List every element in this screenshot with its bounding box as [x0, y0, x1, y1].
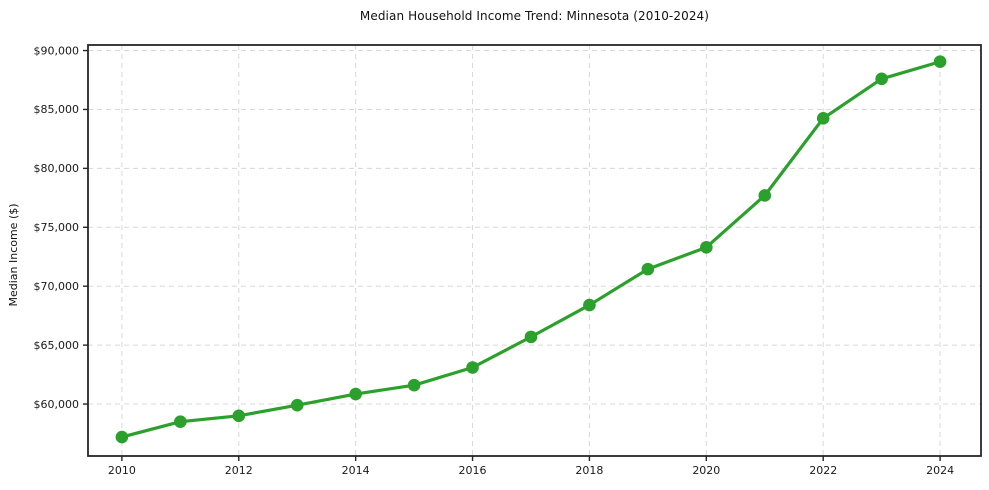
data-point-2019: [641, 262, 655, 276]
chart-title: Median Household Income Trend: Minnesota…: [359, 9, 710, 23]
data-point-2020: [700, 241, 713, 254]
x-tick-label: 2018: [575, 464, 603, 477]
axes-box: [87, 44, 982, 457]
data-point-2021: [758, 189, 772, 202]
y-tick-label: $75,000: [34, 221, 80, 234]
y-tick-label: $65,000: [34, 339, 80, 352]
y-tick-label: $60,000: [34, 398, 80, 411]
x-tick-label: 2024: [926, 464, 954, 477]
data-point-2014: [349, 387, 362, 401]
data-point-2013: [290, 398, 304, 412]
data-point-2015: [407, 378, 421, 392]
data-point-2017: [524, 330, 538, 344]
data-point-2010: [115, 430, 129, 444]
y-tick-label: $90,000: [34, 44, 80, 57]
data-point-2016: [466, 361, 479, 374]
data-point-2018: [583, 298, 596, 312]
data-point-2012: [232, 409, 246, 423]
x-tick-label: 2020: [692, 464, 720, 477]
data-point-2023: [875, 72, 888, 86]
y-tick-label: $80,000: [34, 162, 80, 175]
y-tick-label: $85,000: [34, 103, 80, 116]
data-point-2022: [816, 111, 830, 125]
data-point-2011: [174, 415, 187, 429]
y-axis-title-text: Median Income ($): [7, 203, 20, 307]
x-tick-label: 2014: [342, 464, 370, 477]
x-tick-label: 2012: [225, 464, 253, 477]
plot-background: [88, 45, 981, 456]
y-tick-label: $70,000: [34, 280, 80, 293]
x-tick-label: 2016: [459, 464, 487, 477]
x-tick-label: 2010: [108, 464, 136, 477]
data-point-2024: [933, 55, 947, 69]
x-tick-label: 2022: [809, 464, 837, 477]
